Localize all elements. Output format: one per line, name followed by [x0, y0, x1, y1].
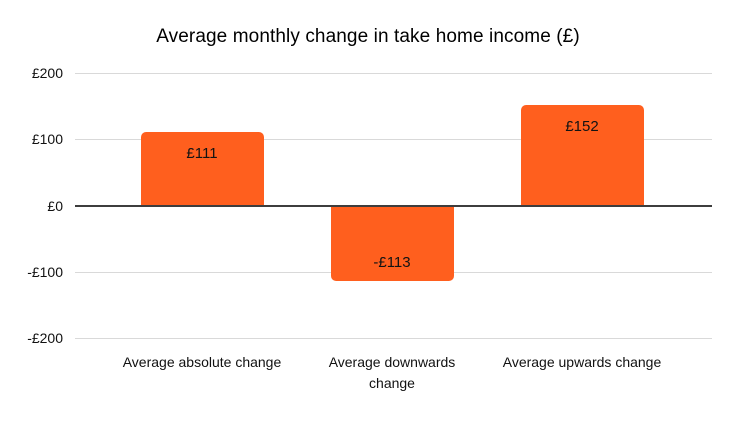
y-tick-label: -£200 [27, 330, 63, 346]
bar-value-label: £152 [565, 117, 599, 135]
bar-value-label: £111 [186, 144, 218, 162]
x-category-label-average-downwards-change: Average downwards change [328, 354, 456, 391]
gridline [75, 338, 712, 339]
x-category-label-average-upwards-change: Average upwards change [502, 354, 662, 370]
y-tick-label: -£100 [27, 263, 63, 280]
chart-title: Average monthly change in take home inco… [156, 26, 580, 47]
bar-value-label: -£113 [373, 254, 411, 272]
gridline [75, 73, 712, 74]
gridline [75, 139, 712, 141]
zero-baseline [75, 204, 712, 207]
bar-average-absolute-change: £111 [140, 131, 264, 206]
y-tick-label: £100 [31, 131, 63, 148]
bar-average-downwards-change: -£113 [330, 206, 454, 282]
y-tick-label: £200 [31, 65, 63, 81]
x-category-label-average-absolute-change: Average absolute change [122, 354, 282, 370]
y-tick-label: £0 [47, 197, 63, 214]
bar-average-upwards-change: £152 [520, 104, 644, 206]
